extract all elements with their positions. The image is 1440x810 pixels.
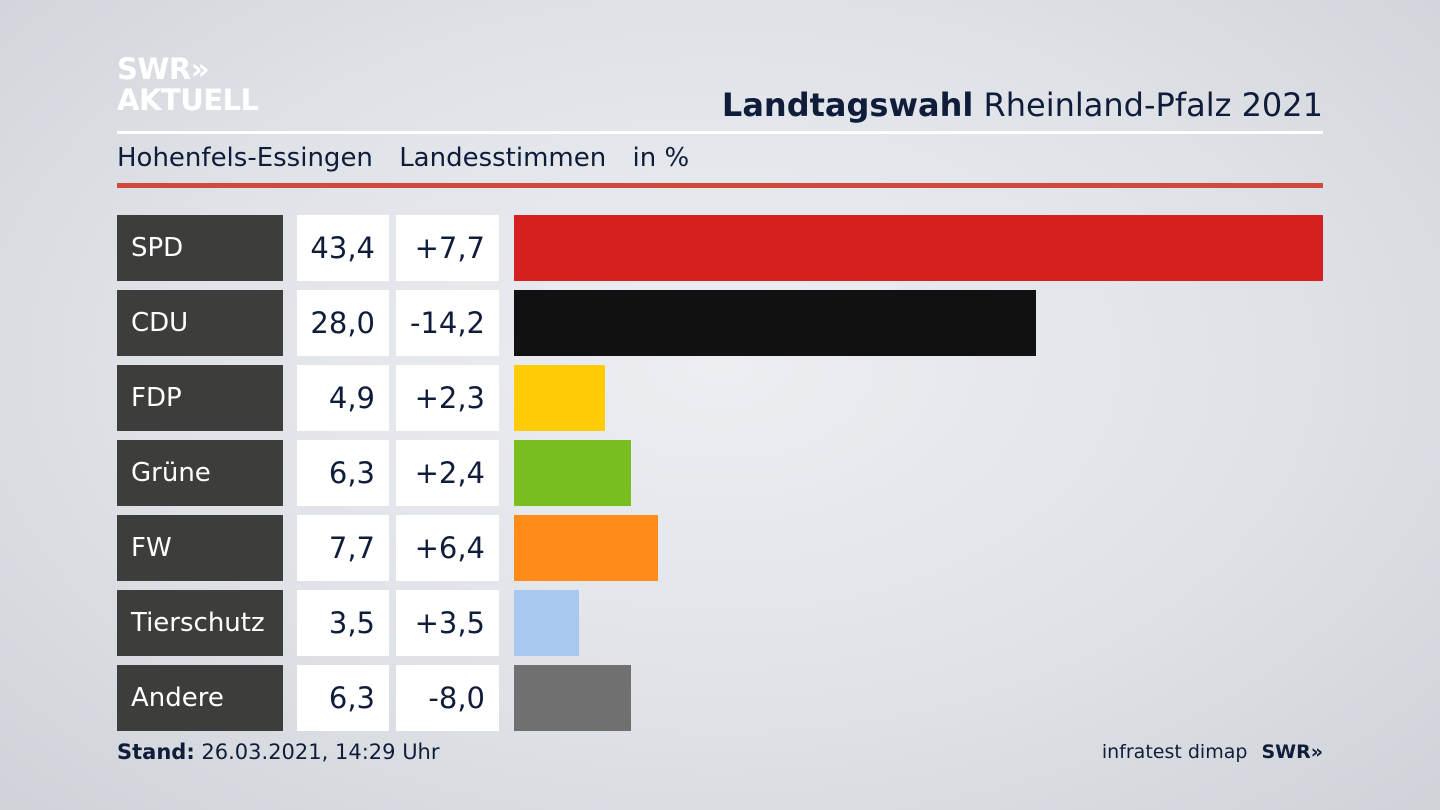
change-value: +2,3 [396, 365, 499, 431]
logo-line-2: AKTUELL [117, 83, 259, 117]
result-row: Grüne 6,3 +2,4 [117, 440, 1323, 506]
logo-line-1: SWR» [117, 52, 209, 86]
result-row: CDU 28,0 -14,2 [117, 290, 1323, 356]
result-row: FW 7,7 +6,4 [117, 515, 1323, 581]
vote-share-bar [514, 590, 579, 656]
change-value: +6,4 [396, 515, 499, 581]
vote-share-value: 6,3 [297, 440, 389, 506]
unit-label: in % [632, 143, 690, 173]
vote-share-value: 28,0 [297, 290, 389, 356]
change-value: +2,4 [396, 440, 499, 506]
swr-aktuell-logo: SWR» AKTUELL [117, 54, 259, 116]
party-label: SPD [117, 215, 283, 281]
stand-value: 26.03.2021, 14:29 Uhr [201, 740, 440, 764]
party-label: Tierschutz [117, 590, 283, 656]
municipality-label: Hohenfels-Essingen [117, 143, 373, 173]
chart-subtitle: Hohenfels-Essingen Landesstimmen in % [117, 143, 707, 173]
result-row: SPD 43,4 +7,7 [117, 215, 1323, 281]
title-bold: Landtagswahl [721, 86, 974, 124]
party-label: Grüne [117, 440, 283, 506]
change-value: +3,5 [396, 590, 499, 656]
party-label: Andere [117, 665, 283, 731]
vote-share-bar [514, 365, 605, 431]
vote-type-label: Landesstimmen [399, 143, 607, 173]
vote-share-value: 4,9 [297, 365, 389, 431]
source-credit: infratest dimap SWR» [1102, 741, 1323, 763]
title-rest: Rheinland-Pfalz 2021 [983, 86, 1323, 124]
vote-share-bar [514, 215, 1323, 281]
vote-share-value: 6,3 [297, 665, 389, 731]
result-row: Andere 6,3 -8,0 [117, 665, 1323, 731]
source-label: infratest dimap [1101, 741, 1248, 763]
vote-share-value: 7,7 [297, 515, 389, 581]
page-title: Landtagswahl Rheinland-Pfalz 2021 [722, 86, 1323, 124]
party-label: FDP [117, 365, 283, 431]
result-row: Tierschutz 3,5 +3,5 [117, 590, 1323, 656]
change-value: +7,7 [396, 215, 499, 281]
vote-share-bar [514, 440, 631, 506]
timestamp: Stand: 26.03.2021, 14:29 Uhr [117, 740, 440, 764]
party-label: CDU [117, 290, 283, 356]
vote-share-bar [514, 290, 1036, 356]
change-value: -8,0 [396, 665, 499, 731]
vote-share-value: 43,4 [297, 215, 389, 281]
vote-share-bar [514, 515, 658, 581]
subtitle-divider [117, 183, 1323, 188]
header-divider [117, 131, 1323, 134]
stand-label: Stand: [117, 740, 195, 764]
vote-share-bar [514, 665, 631, 731]
change-value: -14,2 [396, 290, 499, 356]
party-label: FW [117, 515, 283, 581]
vote-share-value: 3,5 [297, 590, 389, 656]
result-row: FDP 4,9 +2,3 [117, 365, 1323, 431]
swr-brand-logo: SWR» [1261, 741, 1323, 763]
